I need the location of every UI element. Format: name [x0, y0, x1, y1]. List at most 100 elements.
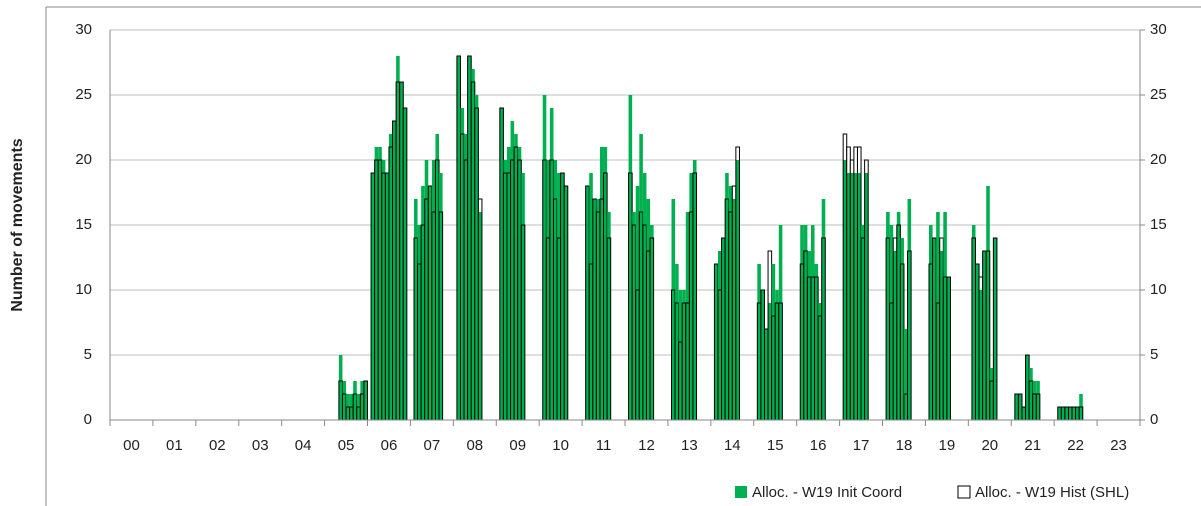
x-tick-label: 23 [1110, 437, 1127, 454]
init-bar [456, 56, 461, 420]
init-bar [846, 173, 851, 420]
init-bar [861, 225, 865, 420]
x-tick-label: 15 [767, 437, 784, 454]
init-bar [385, 173, 389, 420]
y2-tick-label: 30 [1150, 21, 1167, 38]
init-bar [396, 56, 400, 420]
y2-tick-label: 5 [1150, 346, 1158, 363]
init-bar [639, 134, 643, 420]
init-bar [764, 329, 769, 420]
init-bar [843, 160, 847, 420]
init-bar [853, 173, 858, 420]
init-bar [903, 329, 908, 420]
init-bar [589, 173, 593, 420]
init-bar [800, 225, 804, 420]
x-tick-label: 01 [166, 437, 183, 454]
init-bar [374, 147, 379, 420]
init-bar [975, 264, 980, 420]
init-bar [603, 147, 608, 420]
init-bar [932, 238, 937, 420]
init-bar [1057, 407, 1062, 420]
y2-tick-label: 0 [1150, 411, 1158, 428]
init-bar [760, 290, 765, 420]
init-bar [596, 199, 600, 420]
x-tick-label: 21 [1024, 437, 1041, 454]
y-tick-label: 10 [75, 281, 92, 298]
init-bar [768, 303, 772, 420]
init-bar [542, 95, 547, 420]
init-bar [1032, 381, 1037, 420]
init-bar [628, 95, 633, 420]
init-bar [728, 186, 733, 420]
x-tick-label: 11 [596, 437, 612, 454]
init-bar [685, 212, 690, 420]
init-bar [592, 199, 597, 420]
x-tick-label: 03 [252, 437, 269, 454]
init-bar [807, 251, 811, 420]
y-tick-label: 20 [75, 151, 92, 168]
init-bar [725, 173, 729, 420]
init-bar [464, 134, 468, 420]
init-bar [460, 108, 465, 420]
init-bar [989, 368, 994, 420]
init-bar [342, 381, 347, 420]
init-bar [392, 121, 397, 420]
init-bar [671, 199, 676, 420]
init-bar [431, 160, 436, 420]
y2-tick-label: 20 [1150, 151, 1167, 168]
init-bar [1025, 355, 1030, 420]
y-tick-label: 15 [75, 216, 92, 233]
init-bar [1064, 407, 1069, 420]
init-bar [757, 264, 761, 420]
init-bar [353, 381, 357, 420]
x-tick-label: 07 [424, 437, 441, 454]
init-bar [553, 160, 558, 420]
x-tick-label: 05 [338, 437, 355, 454]
init-bar [560, 173, 565, 420]
init-bar [549, 108, 554, 420]
init-bar [1029, 368, 1033, 420]
x-tick-label: 14 [724, 437, 741, 454]
init-bar [1014, 394, 1019, 420]
init-bar [714, 264, 718, 420]
init-bar [928, 225, 933, 420]
init-bar [678, 290, 683, 420]
x-tick-label: 19 [939, 437, 956, 454]
y-tick-label: 5 [84, 346, 92, 363]
y-tick-label: 0 [84, 411, 92, 428]
x-tick-label: 08 [466, 437, 483, 454]
init-bar [421, 186, 425, 420]
init-bar [503, 160, 507, 420]
init-bar [886, 212, 890, 420]
init-bar [689, 173, 693, 420]
init-bar [371, 173, 375, 420]
init-bar [717, 251, 722, 420]
init-bar [1075, 407, 1080, 420]
init-bar [896, 212, 901, 420]
init-bar [893, 251, 897, 420]
init-bar [506, 147, 511, 420]
init-bar [943, 212, 947, 420]
init-bar [399, 82, 404, 420]
init-bar [982, 251, 987, 420]
init-bar [428, 186, 432, 420]
legend-label: Alloc. - W19 Hist (SHL) [975, 484, 1129, 501]
init-bar [413, 199, 418, 420]
init-bar [675, 264, 679, 420]
init-bar [646, 199, 651, 420]
init-bar [510, 121, 515, 420]
x-tick-label: 10 [552, 437, 569, 454]
init-bar [771, 264, 776, 420]
x-tick-label: 17 [853, 437, 870, 454]
x-tick-label: 09 [509, 437, 526, 454]
legend-swatch [735, 486, 747, 498]
y-tick-label: 25 [75, 86, 92, 103]
x-tick-label: 04 [295, 437, 312, 454]
y-axis-label: Number of movements [9, 138, 26, 311]
x-tick-label: 16 [810, 437, 827, 454]
init-bar [650, 225, 654, 420]
x-tick-label: 22 [1067, 437, 1084, 454]
init-bar [814, 264, 819, 420]
init-bar [467, 56, 472, 420]
init-bar [564, 186, 568, 420]
